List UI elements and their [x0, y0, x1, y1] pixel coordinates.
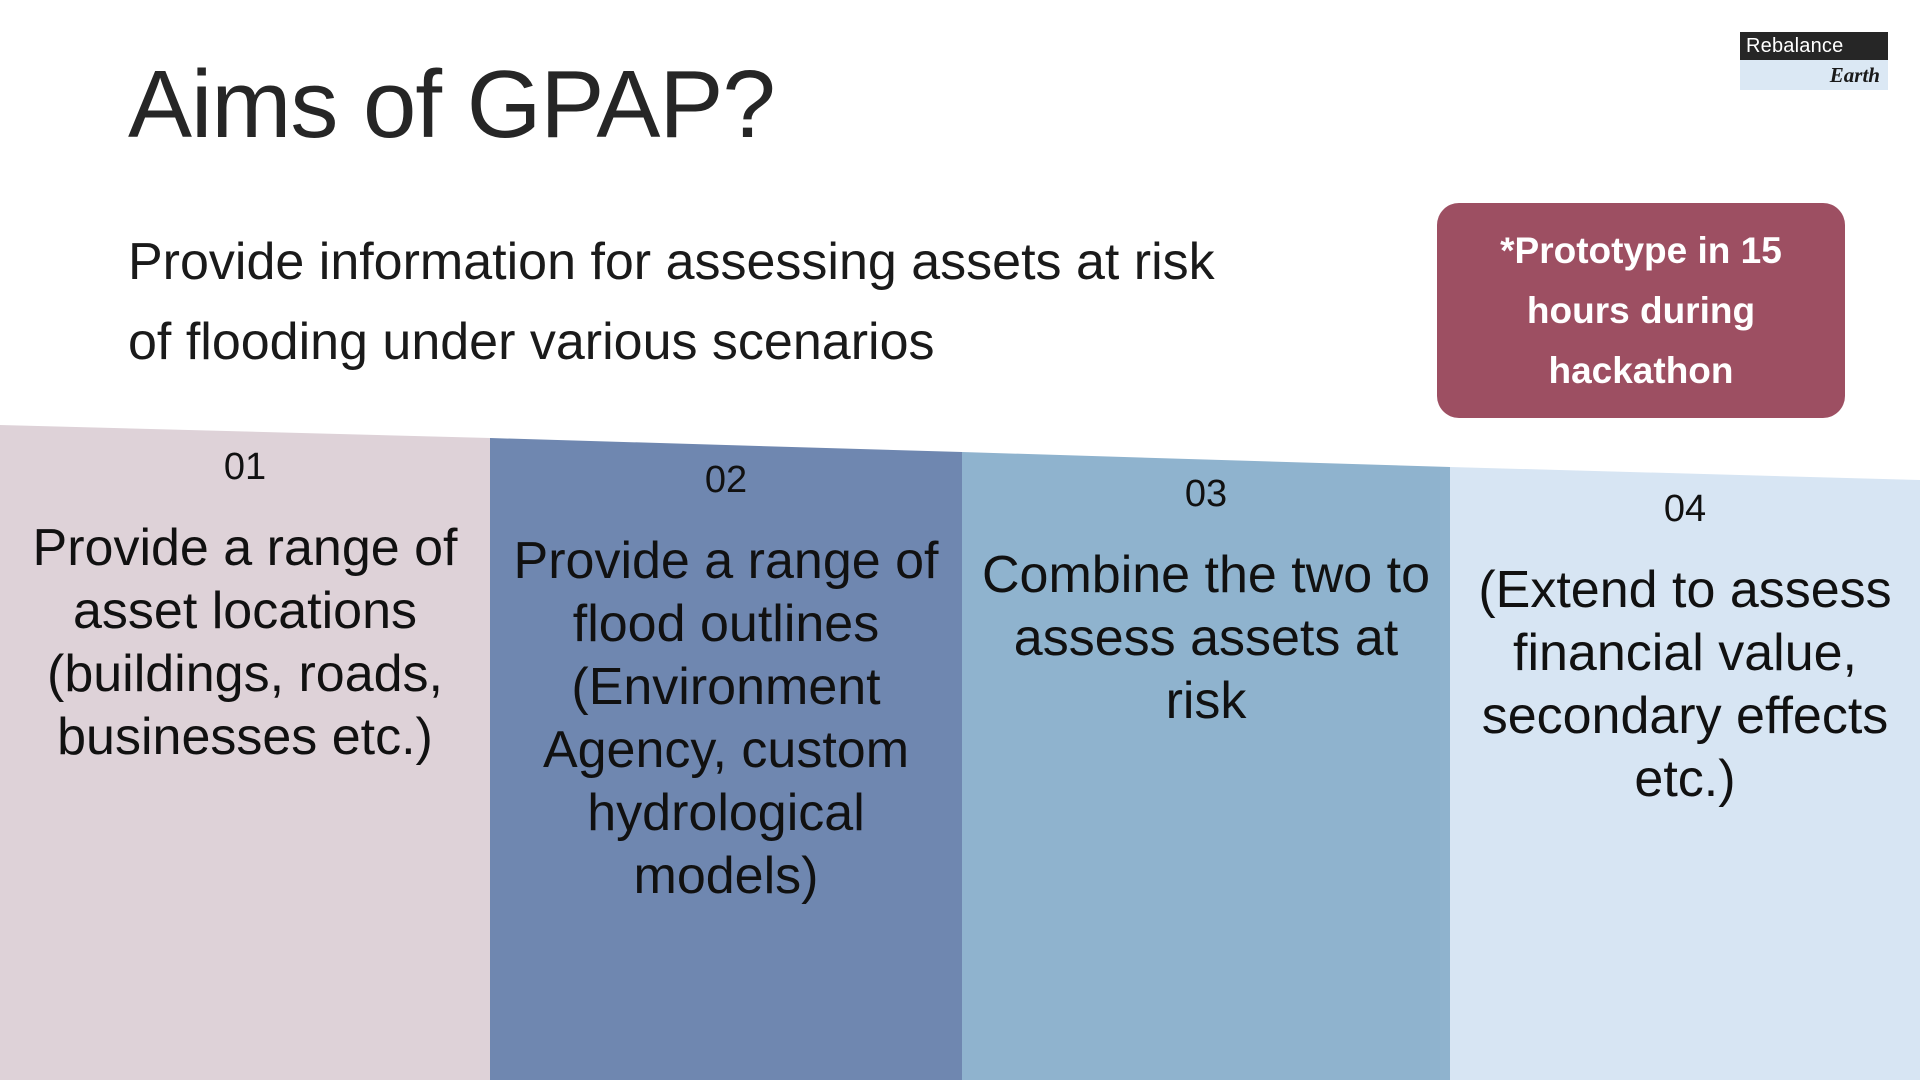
aim-text-01: Provide a range of asset locations (buil…	[32, 519, 458, 766]
aim-number-04: 04	[1663, 488, 1707, 530]
rebalance-earth-logo: Rebalance Earth	[1740, 32, 1888, 90]
aim-number-01: 01	[223, 446, 267, 488]
aim-number-03: 03	[1184, 473, 1228, 515]
slide-subtitle: Provide information for assessing assets…	[128, 233, 1215, 371]
aim-column-04: 04 (Extend to assess financial value, se…	[1450, 467, 1920, 1080]
prototype-note-badge: *Prototype in 15 hours during hackathon	[1437, 203, 1845, 418]
aims-columns-band: 01 Provide a range of asset locations (b…	[0, 400, 1920, 1080]
logo-earth-word: Earth	[1740, 60, 1888, 90]
aim-column-02: 02 Provide a range of flood outlines (En…	[490, 438, 962, 1080]
slide-title: Aims of GPAP?	[128, 51, 776, 158]
aim-number-02: 02	[704, 459, 748, 501]
logo-rebalance-word: Rebalance	[1740, 32, 1888, 60]
aim-text-02: Provide a range of flood outlines (Envir…	[513, 532, 939, 905]
aim-text-03: Combine the two to assess assets at risk	[981, 546, 1431, 730]
aim-column-03: 03 Combine the two to assess assets at r…	[962, 452, 1450, 1080]
prototype-note-text: *Prototype in 15 hours during hackathon	[1500, 229, 1782, 391]
aim-column-01: 01 Provide a range of asset locations (b…	[0, 425, 490, 1080]
aim-text-04: (Extend to assess financial value, secon…	[1478, 561, 1892, 808]
